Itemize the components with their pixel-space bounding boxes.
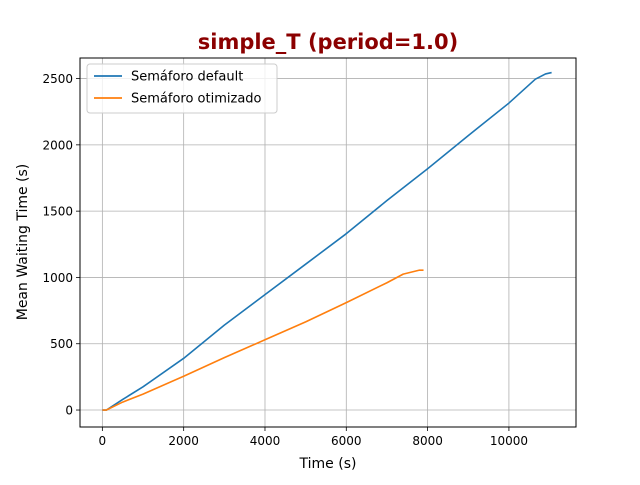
x-tick-label: 6000: [331, 434, 362, 448]
y-axis-label: Mean Waiting Time (s): [15, 164, 31, 321]
y-tick-label: 2500: [42, 72, 73, 86]
ticks: 0 2000 4000 6000 8000 10000 0 500 1000 1500 2000 25…: [42, 72, 528, 448]
series-layer: [102, 71, 552, 411]
legend-label-otimizado: Semáforo otimizado: [131, 92, 262, 107]
legend: Semáforo default Semáforo otimizado: [86, 63, 278, 114]
x-tick-label: 2000: [168, 434, 199, 448]
x-axis-label: Time (s): [299, 456, 357, 472]
legend-box: [86, 63, 278, 114]
y-tick-label: 2000: [42, 138, 73, 152]
x-tick-label: 4000: [250, 434, 281, 448]
grid: [80, 58, 576, 427]
x-tick-label: 10000: [490, 434, 528, 448]
x-tick-label: 8000: [412, 434, 443, 448]
series-line-otimizado: [102, 269, 424, 411]
y-tick-label: 1500: [42, 205, 73, 219]
legend-label-default: Semáforo default: [131, 70, 243, 85]
chart-title: simple_T (period=1.0): [198, 30, 458, 54]
y-tick-label: 500: [50, 337, 73, 351]
x-tick-label: 0: [99, 434, 107, 448]
y-tick-label: 1000: [42, 271, 73, 285]
plot-frame: [79, 57, 577, 428]
series-line-default: [102, 71, 552, 411]
y-tick-label: 0: [65, 404, 73, 418]
